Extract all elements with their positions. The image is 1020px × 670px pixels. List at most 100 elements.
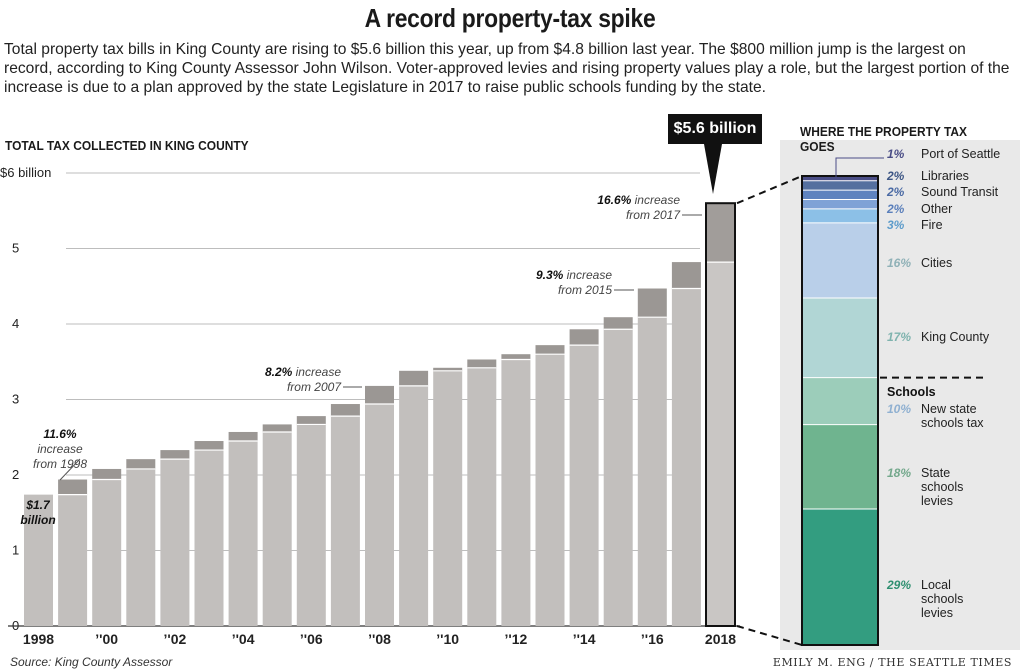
y-tick-label: 5 — [12, 241, 19, 256]
bar-base — [365, 404, 394, 626]
stack-pct-label: 3% — [887, 218, 905, 232]
bar-increase — [399, 370, 429, 386]
bar-base — [501, 359, 531, 626]
bar-increase — [706, 203, 735, 263]
bar-increase — [671, 262, 701, 289]
bar-increase — [262, 424, 292, 432]
x-tick-label: ’'00 — [95, 631, 118, 647]
annotation-2016: 9.3% increase from 2015 — [536, 268, 612, 297]
bar-base — [160, 459, 190, 626]
bar-base — [330, 416, 360, 626]
y-tick-label: 1 — [12, 543, 19, 558]
bar-base — [569, 345, 599, 626]
stack-name-label: Libraries — [921, 169, 969, 183]
bar-base — [58, 494, 88, 626]
stack-segment — [802, 190, 878, 200]
stack-name-label: Fire — [921, 218, 943, 232]
bar-base — [603, 329, 633, 626]
stack-segment — [802, 508, 878, 645]
stack-pct-label: 1% — [887, 147, 905, 161]
bar-base — [671, 288, 701, 626]
credit-line: EMILY M. ENG / THE SEATTLE TIMES — [772, 656, 1012, 669]
y-tick-label: $6 billion — [0, 165, 51, 180]
stack-segment — [802, 222, 878, 298]
bar-increase — [637, 288, 667, 318]
stack-pct-label: 2% — [886, 202, 905, 216]
stack-pct-label: 17% — [887, 330, 911, 344]
stack-pct-label: 16% — [887, 256, 911, 270]
x-tick-label: 2018 — [705, 631, 736, 647]
bar-base — [228, 441, 258, 626]
y-tick-label: 3 — [12, 392, 19, 407]
x-tick-label: ’'10 — [436, 631, 459, 647]
connector-bottom — [736, 625, 803, 646]
annotation-1999: 11.6% increase from 1998 — [33, 427, 87, 471]
annotation-1998: $1.7 billion — [20, 498, 55, 527]
stack-pct-label: 29% — [886, 578, 911, 592]
bar-base — [706, 262, 735, 626]
x-tick-label: ’'02 — [164, 631, 187, 647]
x-tick-label: 1998 — [23, 631, 54, 647]
connector-top — [736, 175, 803, 205]
page-title: A record property-tax spike — [364, 3, 656, 33]
stack-name-label: Local schools levies — [921, 578, 963, 620]
bar-base — [296, 424, 326, 626]
bar-increase — [92, 468, 122, 480]
bar-increase — [365, 385, 394, 405]
stack-segment — [802, 199, 878, 209]
stack-segment — [802, 424, 878, 509]
bar-base — [399, 385, 429, 626]
stack-name-label: Cities — [921, 256, 952, 270]
x-tick-label: ’'08 — [368, 631, 391, 647]
x-tick-label: ’'12 — [505, 631, 528, 647]
y-tick-label: 4 — [12, 316, 19, 331]
y-tick-label: 2 — [12, 467, 19, 482]
stack-pct-label: 2% — [886, 185, 905, 199]
stack-pct-label: 2% — [886, 169, 905, 183]
bar-increase — [228, 431, 258, 442]
stack-pct-label: 10% — [887, 402, 911, 416]
bar-increase — [126, 459, 156, 469]
bar-increase — [467, 359, 497, 368]
right-chart-title: WHERE THE PROPERTY TAX GOES — [800, 124, 968, 154]
stack-segment — [802, 180, 878, 191]
bar-base — [467, 367, 497, 626]
bar-increase — [330, 404, 360, 417]
bar-increase — [535, 345, 565, 355]
stack-segment — [802, 176, 878, 181]
bar-base — [262, 431, 292, 626]
annotation-leader — [59, 458, 81, 481]
bar-increase — [58, 479, 88, 495]
x-tick-label: ’'14 — [573, 631, 596, 647]
bar-2018-outline — [705, 202, 736, 627]
bar-base — [535, 354, 565, 626]
port-leader — [835, 157, 884, 178]
callout-pointer — [704, 144, 722, 194]
intro-text: Total property tax bills in King County … — [4, 41, 1010, 96]
stack-name-label: Sound Transit — [921, 185, 999, 199]
stack-segment — [802, 208, 878, 223]
annotation-2018: 16.6% increase from 2017 — [597, 193, 681, 222]
schools-group-label: Schools — [887, 385, 936, 399]
x-tick-label: ’'16 — [641, 631, 664, 647]
stack-pct-label: 18% — [887, 466, 911, 480]
stack-name-label: New state schools tax — [921, 402, 984, 430]
stack-name-label: State schools levies — [921, 466, 963, 508]
x-tick-label: ’'04 — [232, 631, 255, 647]
bar-increase — [603, 317, 633, 330]
bar-increase — [296, 416, 326, 425]
bar-increase — [194, 441, 224, 451]
stack-name-label: King County — [921, 330, 990, 344]
source-note: Source: King County Assessor — [10, 655, 173, 669]
bar — [24, 494, 53, 626]
bar-increase — [569, 329, 599, 346]
stack-name-label: Other — [921, 202, 952, 216]
total-callout: $5.6 billion — [668, 114, 762, 144]
bar-increase — [160, 450, 190, 460]
bar-base — [637, 317, 667, 626]
bar-base — [92, 479, 122, 626]
stack-outline — [801, 175, 879, 646]
bar-base — [194, 450, 224, 626]
stack-segment — [802, 377, 878, 425]
